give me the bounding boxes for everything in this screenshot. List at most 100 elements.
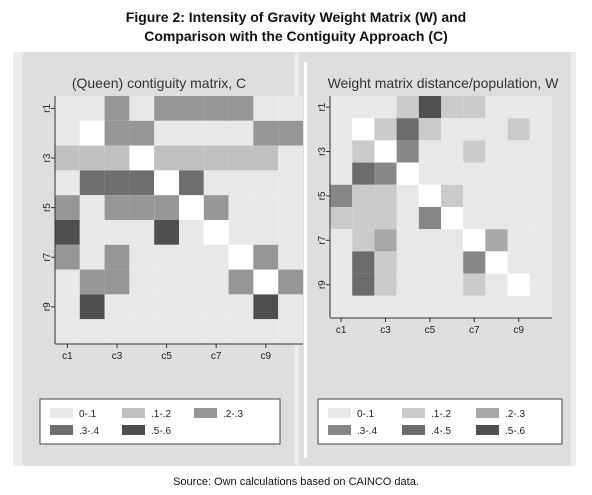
heatmap-cell-0-r9-c10 xyxy=(278,294,303,320)
heatmap-cell-0-r8-c4 xyxy=(129,269,155,295)
heatmap-cell-0-r4-c2 xyxy=(79,170,105,196)
heatmap-cell-0-r7-c6 xyxy=(179,244,204,270)
y-tick-label-0-r3: r3 xyxy=(42,153,53,162)
heatmap-cell-1-r7-c10 xyxy=(529,229,552,252)
heatmap-cell-1-r2-c9 xyxy=(507,118,530,141)
heatmap-cell-1-r3-c8 xyxy=(485,140,508,163)
heatmap-cell-0-r2-c8 xyxy=(228,120,254,146)
heatmap-cell-0-r2-c6 xyxy=(179,120,204,146)
panel-title-1: Weight matrix distance/population, W xyxy=(328,75,560,91)
heatmap-cell-1-r2-c3 xyxy=(374,118,397,141)
heatmap-cell-0-r7-c3 xyxy=(104,244,130,270)
heatmap-cell-0-r2-c10 xyxy=(278,120,303,146)
heatmap-cell-0-r10-c6 xyxy=(179,319,204,344)
heatmap-cell-1-r7-c3 xyxy=(374,229,397,252)
heatmap-cell-1-r9-c9 xyxy=(507,273,530,296)
heatmap-cell-0-r6-c6 xyxy=(179,220,204,245)
heatmap-cell-0-r3-c8 xyxy=(228,145,254,171)
heatmap-cell-0-r8-c10 xyxy=(278,269,303,295)
heatmap-cell-1-r10-c3 xyxy=(374,295,397,318)
legend-label-0-2: .2-.3 xyxy=(223,409,243,420)
heatmap-cell-1-r4-c8 xyxy=(485,162,508,185)
heatmap-cell-1-r1-c7 xyxy=(463,96,486,119)
heatmap-cell-0-r1-c1 xyxy=(55,96,80,121)
heatmap-cell-1-r7-c9 xyxy=(507,229,530,252)
heatmap-cell-0-r9-c1 xyxy=(55,294,80,320)
heatmap-cell-0-r1-c2 xyxy=(79,96,105,121)
heatmap-cell-1-r5-c10 xyxy=(529,184,552,207)
heatmap-cell-0-r1-c8 xyxy=(228,96,254,121)
heatmap-cell-1-r9-c1 xyxy=(330,273,353,296)
heatmap-cell-0-r10-c2 xyxy=(79,319,105,344)
figure-title: Figure 2: Intensity of Gravity Weight Ma… xyxy=(0,8,592,46)
heatmap-cell-0-r10-c3 xyxy=(104,319,130,344)
y-tick-label-1-r9: r9 xyxy=(317,280,328,289)
heatmap-cell-0-r4-c1 xyxy=(55,170,80,196)
heatmap-cell-0-r4-c10 xyxy=(278,170,303,196)
heatmap-cell-0-r5-c8 xyxy=(228,195,254,220)
heatmap-cell-0-r6-c4 xyxy=(129,220,155,245)
heatmap-cell-1-r7-c5 xyxy=(418,229,441,252)
heatmap-cell-1-r5-c1 xyxy=(330,184,353,207)
heatmap-cell-1-r8-c5 xyxy=(418,251,441,274)
heatmap-cell-0-r4-c8 xyxy=(228,170,254,196)
heatmap-cell-0-r6-c7 xyxy=(203,220,229,245)
legend-swatch-1-3 xyxy=(328,425,351,435)
heatmap-cell-1-r9-c2 xyxy=(352,273,375,296)
heatmap-cell-0-r1-c6 xyxy=(179,96,204,121)
heatmap-cell-0-r10-c8 xyxy=(228,319,254,344)
heatmap-cell-0-r6-c10 xyxy=(278,220,303,245)
x-tick-label-1-c5: c5 xyxy=(425,325,436,336)
heatmap-cell-1-r10-c1 xyxy=(330,295,353,318)
heatmap-cell-1-r1-c4 xyxy=(396,96,419,119)
x-tick-label-0-c3: c3 xyxy=(112,351,123,362)
heatmap-cell-0-r4-c9 xyxy=(253,170,279,196)
heatmap-cell-1-r4-c6 xyxy=(441,162,464,185)
heatmap-cell-1-r3-c10 xyxy=(529,140,552,163)
heatmap-cell-1-r5-c5 xyxy=(418,184,441,207)
x-tick-label-0-c1: c1 xyxy=(62,351,73,362)
heatmap-cell-1-r5-c2 xyxy=(352,184,375,207)
heatmap-cell-1-r2-c5 xyxy=(418,118,441,141)
heatmap-cell-1-r2-c8 xyxy=(485,118,508,141)
heatmap-cell-1-r8-c9 xyxy=(507,251,530,274)
heatmap-cell-0-r7-c1 xyxy=(55,244,80,270)
heatmap-cell-1-r3-c9 xyxy=(507,140,530,163)
y-tick-label-1-r5: r5 xyxy=(317,191,328,200)
heatmap-cell-0-r3-c2 xyxy=(79,145,105,171)
heatmap-cell-0-r2-c3 xyxy=(104,120,130,146)
heatmap-cell-1-r2-c2 xyxy=(352,118,375,141)
heatmap-cell-1-r6-c8 xyxy=(485,207,508,230)
heatmap-cell-0-r10-c9 xyxy=(253,319,279,344)
heatmap-cell-1-r10-c6 xyxy=(441,295,464,318)
heatmap-cell-0-r5-c7 xyxy=(203,195,229,220)
heatmap-cell-1-r9-c10 xyxy=(529,273,552,296)
x-tick-label-1-c3: c3 xyxy=(380,325,391,336)
heatmap-cell-1-r6-c2 xyxy=(352,207,375,230)
heatmap-cell-1-r6-c6 xyxy=(441,207,464,230)
heatmap-cell-1-r7-c2 xyxy=(352,229,375,252)
heatmap-cell-1-r9-c5 xyxy=(418,273,441,296)
legend-swatch-1-0 xyxy=(328,408,351,418)
legend-box-1 xyxy=(317,398,563,445)
heatmap-cell-0-r6-c5 xyxy=(154,220,179,245)
heatmap-cell-0-r4-c5 xyxy=(154,170,179,196)
heatmap-cell-1-r3-c3 xyxy=(374,140,397,163)
panel-divider xyxy=(304,62,307,458)
heatmap-cell-0-r3-c4 xyxy=(129,145,155,171)
heatmap-cell-1-r7-c4 xyxy=(396,229,419,252)
legend-swatch-0-1 xyxy=(122,408,145,418)
legend-label-1-2: .2-.3 xyxy=(505,409,525,420)
legend-box-0 xyxy=(39,398,281,445)
heatmap-cell-1-r9-c4 xyxy=(396,273,419,296)
heatmap-cell-1-r1-c2 xyxy=(352,96,375,119)
legend-label-1-0: 0-.1 xyxy=(357,409,375,420)
heatmap-cell-0-r3-c7 xyxy=(203,145,229,171)
heatmap-cell-0-r2-c1 xyxy=(55,120,80,146)
heatmap-cell-0-r8-c1 xyxy=(55,269,80,295)
heatmap-cell-1-r3-c1 xyxy=(330,140,353,163)
legend-swatch-1-2 xyxy=(476,408,499,418)
heatmap-cell-0-r8-c7 xyxy=(203,269,229,295)
y-tick-label-1-r7: r7 xyxy=(317,235,328,244)
y-tick-label-0-r5: r5 xyxy=(42,203,53,212)
